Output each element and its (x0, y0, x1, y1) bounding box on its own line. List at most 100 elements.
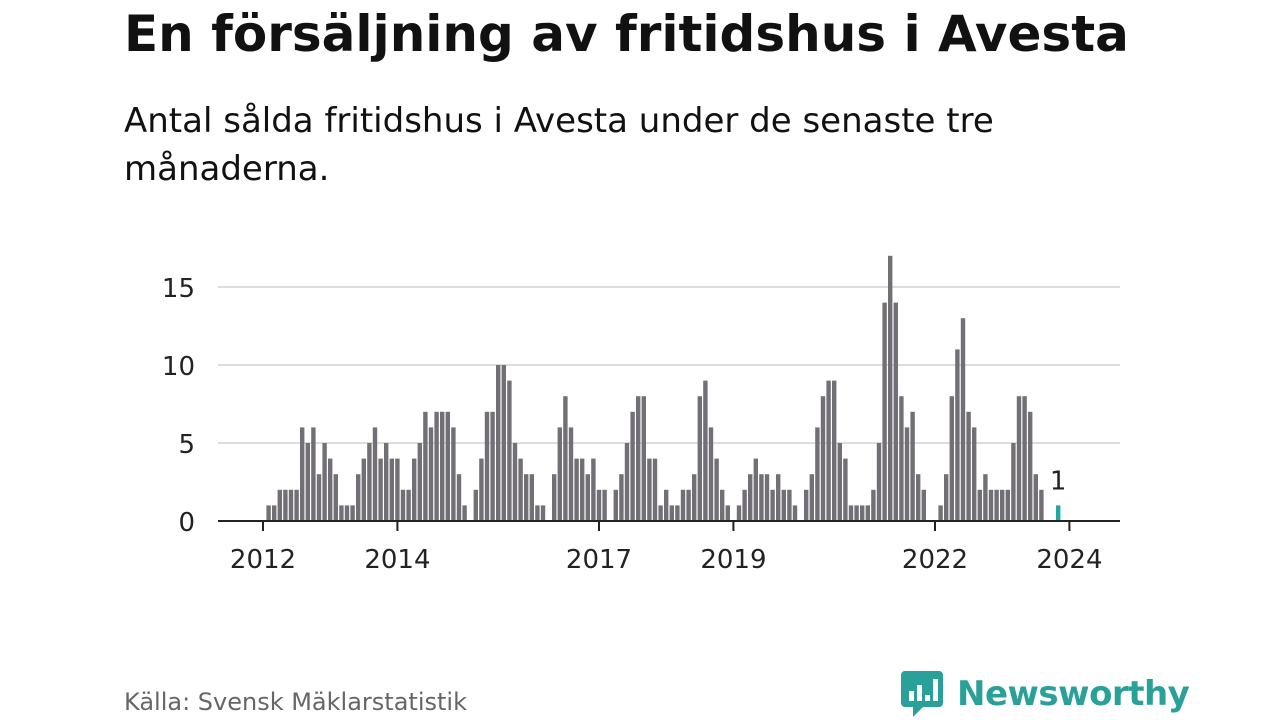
bar (708, 427, 714, 521)
bar (445, 411, 450, 521)
bar (490, 411, 495, 521)
x-tick-label: 2017 (566, 545, 632, 575)
newsworthy-logo[interactable]: Newsworthy (901, 671, 1190, 717)
bar (871, 489, 876, 521)
bar (770, 489, 775, 521)
x-tick-label: 2019 (700, 545, 766, 575)
bar (697, 396, 702, 521)
bar (860, 505, 865, 521)
bar (725, 505, 730, 521)
bar (882, 302, 887, 521)
bar (613, 489, 618, 521)
bar (372, 427, 378, 521)
bar (440, 411, 445, 521)
bar (703, 380, 708, 521)
bar (540, 505, 546, 521)
bar (636, 396, 641, 521)
brand-name: Newsworthy (957, 674, 1190, 714)
bar (820, 396, 826, 521)
bar (389, 458, 394, 521)
gridlines (218, 286, 1120, 444)
bar (412, 458, 417, 521)
bar (675, 505, 680, 521)
bar (456, 474, 462, 521)
bar (350, 505, 355, 521)
bar (344, 505, 350, 521)
bar (921, 489, 926, 521)
bar (714, 458, 719, 521)
bar (854, 505, 859, 521)
bar (479, 458, 484, 521)
bar (916, 474, 921, 521)
bar (955, 349, 960, 521)
bar (417, 443, 422, 521)
bar (910, 411, 915, 521)
bar (484, 411, 490, 521)
bar (524, 474, 529, 521)
bar (619, 474, 624, 521)
bar (512, 443, 518, 521)
bar (1000, 489, 1005, 521)
bar (585, 474, 590, 521)
x-tick-label: 2022 (902, 545, 968, 575)
bar (339, 505, 344, 521)
bar (580, 458, 585, 521)
bar (552, 474, 557, 521)
bar (406, 489, 411, 521)
bar (529, 474, 534, 521)
bar (652, 458, 658, 521)
chart-title: En försäljning av fritidshus i Avesta (124, 5, 1129, 63)
bar (322, 443, 327, 521)
bar (658, 505, 663, 521)
bar (624, 443, 630, 521)
bar (507, 380, 512, 521)
y-tick-label: 10 (162, 352, 195, 382)
bar (378, 458, 383, 521)
bar (888, 255, 893, 522)
chart-subtitle: Antal sålda fritidshus i Avesta under de… (124, 101, 994, 189)
bar (776, 474, 781, 521)
bar (764, 474, 770, 521)
bar (742, 489, 747, 521)
bar (848, 505, 854, 521)
bar (977, 489, 982, 521)
bar (501, 365, 506, 521)
y-tick-label: 15 (162, 274, 195, 304)
tick-labels: 0 5 10 15 1 2012 2014 2017 2019 2022 2024 (162, 274, 1103, 575)
bar (316, 474, 322, 521)
bar-highlight (1056, 505, 1061, 521)
bar (988, 489, 994, 521)
bar (1016, 396, 1022, 521)
bar (1005, 489, 1010, 521)
bar (496, 365, 501, 521)
axes (218, 520, 1120, 531)
bar (983, 474, 988, 521)
bar (832, 380, 837, 521)
bar (876, 443, 882, 521)
bar (680, 489, 686, 521)
bar (288, 489, 294, 521)
bar (748, 474, 753, 521)
bar (1022, 396, 1027, 521)
y-tick-label: 0 (178, 508, 195, 538)
bar (966, 411, 971, 521)
bar (283, 489, 288, 521)
bar (400, 489, 406, 521)
bar (535, 505, 540, 521)
bar (356, 474, 361, 521)
bar (1011, 443, 1016, 521)
bar (428, 427, 434, 521)
bar (602, 489, 607, 521)
bar (1028, 411, 1033, 521)
bar (300, 427, 305, 521)
chart-bubble-icon (901, 671, 943, 717)
bar (899, 396, 904, 521)
bar (736, 505, 742, 521)
bar (787, 489, 792, 521)
bar (759, 474, 764, 521)
bar (938, 505, 943, 521)
bar (591, 458, 596, 521)
bar (972, 427, 977, 521)
bar (1033, 474, 1038, 521)
